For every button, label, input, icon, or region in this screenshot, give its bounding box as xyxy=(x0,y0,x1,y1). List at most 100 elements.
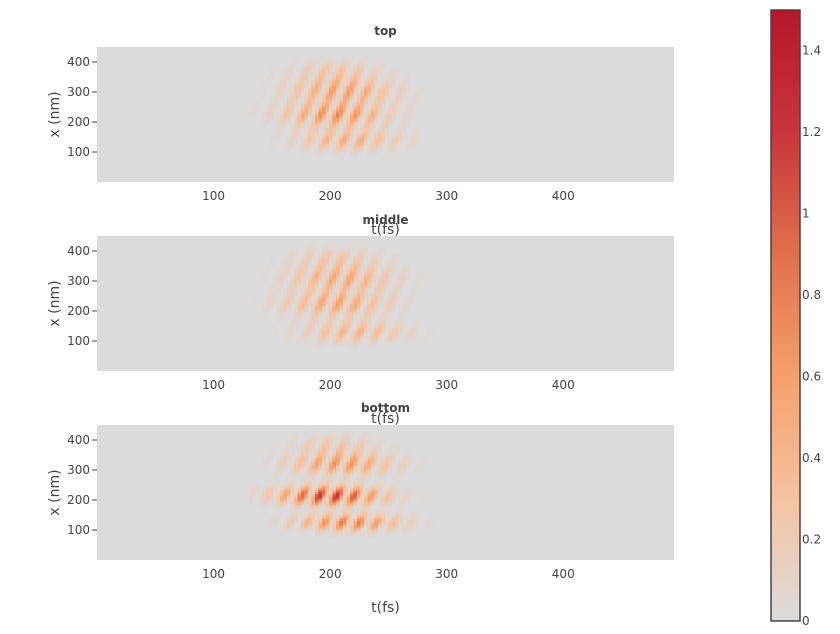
heatmap-cell xyxy=(277,457,281,459)
heatmap-cell xyxy=(336,513,340,515)
heatmap-cell xyxy=(284,483,288,485)
heatmap-cell xyxy=(304,438,308,440)
heatmap-cell xyxy=(266,452,270,454)
heatmap-cell xyxy=(284,256,288,258)
heatmap-cell xyxy=(378,60,382,62)
heatmap-cell xyxy=(284,67,288,69)
heatmap-cell xyxy=(406,328,410,330)
heatmap-cell xyxy=(395,67,399,69)
y-tick-label: 200 xyxy=(67,115,90,129)
heatmap-cell xyxy=(378,121,382,123)
heatmap-cell xyxy=(374,321,378,323)
heatmap-cell xyxy=(263,112,267,114)
heatmap-cell xyxy=(364,245,368,247)
heatmap-cell xyxy=(381,249,385,251)
heatmap-cell xyxy=(287,283,291,285)
heatmap-cell xyxy=(266,484,270,486)
heatmap-cell xyxy=(378,312,382,314)
heatmap-cell xyxy=(270,481,274,483)
heatmap-cell xyxy=(364,342,368,344)
heatmap-cell xyxy=(287,133,291,135)
heatmap-cell xyxy=(256,97,260,99)
heatmap-cell xyxy=(294,60,298,62)
heatmap-cell xyxy=(297,146,301,148)
heatmap-cell xyxy=(346,56,350,58)
heatmap-cell xyxy=(297,70,301,72)
heatmap-cell xyxy=(284,141,288,143)
heatmap-cell xyxy=(284,101,288,103)
heatmap-cell xyxy=(350,69,354,71)
heatmap-cell xyxy=(304,321,308,323)
heatmap-cell xyxy=(318,441,322,443)
heatmap-cell xyxy=(315,60,319,62)
heatmap-cell xyxy=(301,441,305,443)
heatmap-cell xyxy=(291,121,295,123)
heatmap-cell xyxy=(263,81,267,83)
heatmap-cell xyxy=(409,97,413,99)
heatmap-cell xyxy=(311,76,315,78)
heatmap-cell xyxy=(360,245,364,247)
heatmap-cell xyxy=(284,445,288,447)
heatmap-cell xyxy=(284,290,288,292)
heatmap-cell xyxy=(325,56,329,58)
heatmap-cell xyxy=(270,447,274,449)
heatmap-cell xyxy=(273,441,277,443)
heatmap-cell xyxy=(249,110,253,112)
heatmap-cell xyxy=(423,333,427,335)
y-tick-label: 200 xyxy=(67,304,90,318)
heatmap-cell xyxy=(301,65,305,67)
heatmap-cell xyxy=(273,277,277,279)
heatmap-cell xyxy=(280,452,284,454)
heatmap-cell xyxy=(294,267,298,269)
heatmap-cell xyxy=(406,139,410,141)
heatmap-cell xyxy=(273,256,277,258)
heatmap-cell xyxy=(367,294,371,296)
heatmap-cell xyxy=(287,92,291,94)
heatmap-cell xyxy=(339,60,343,62)
heatmap-cell xyxy=(270,97,274,99)
heatmap-cell xyxy=(297,520,301,522)
y-axis-label: x (nm) xyxy=(47,280,63,326)
heatmap-cell xyxy=(273,465,277,467)
heatmap-cell xyxy=(301,137,305,139)
heatmap-cell xyxy=(256,484,260,486)
heatmap-cell xyxy=(284,517,288,519)
heatmap-cell xyxy=(280,263,284,265)
heatmap-cell xyxy=(353,63,357,65)
heatmap-cell xyxy=(287,63,291,65)
heatmap-cell xyxy=(301,254,305,256)
heatmap-cell xyxy=(332,67,336,69)
heatmap-cell xyxy=(395,87,399,89)
x-tick-label: 400 xyxy=(552,378,575,392)
heatmap-cell xyxy=(343,245,347,247)
heatmap-cell xyxy=(266,265,270,267)
heatmap-cell xyxy=(294,247,298,249)
heatmap-cell xyxy=(336,324,340,326)
heatmap-cell xyxy=(322,60,326,62)
heatmap-cell xyxy=(406,105,410,107)
heatmap-cell xyxy=(392,92,396,94)
heatmap-cell xyxy=(378,272,382,274)
heatmap-cell xyxy=(304,60,308,62)
heatmap-cell xyxy=(297,337,301,339)
heatmap-cell xyxy=(322,436,326,438)
heatmap-cell xyxy=(332,243,336,245)
heatmap-cell xyxy=(280,486,284,488)
heatmap-cell xyxy=(357,319,361,321)
heatmap-cell xyxy=(291,461,295,463)
heatmap-cell xyxy=(336,63,340,65)
heatmap-cell xyxy=(270,137,274,139)
x-tick-label: 200 xyxy=(319,378,342,392)
heatmap-cell xyxy=(350,258,354,260)
heatmap-cell xyxy=(388,326,392,328)
heatmap-cell xyxy=(346,340,350,342)
heatmap-cell xyxy=(291,85,295,87)
heatmap-cell xyxy=(294,78,298,80)
heatmap-cell xyxy=(291,249,295,251)
heatmap-cell xyxy=(308,245,312,247)
heatmap-cell xyxy=(259,87,263,89)
heatmap-cell xyxy=(385,261,389,263)
y-tick-label: 400 xyxy=(67,244,90,258)
heatmap-cell xyxy=(318,479,322,481)
